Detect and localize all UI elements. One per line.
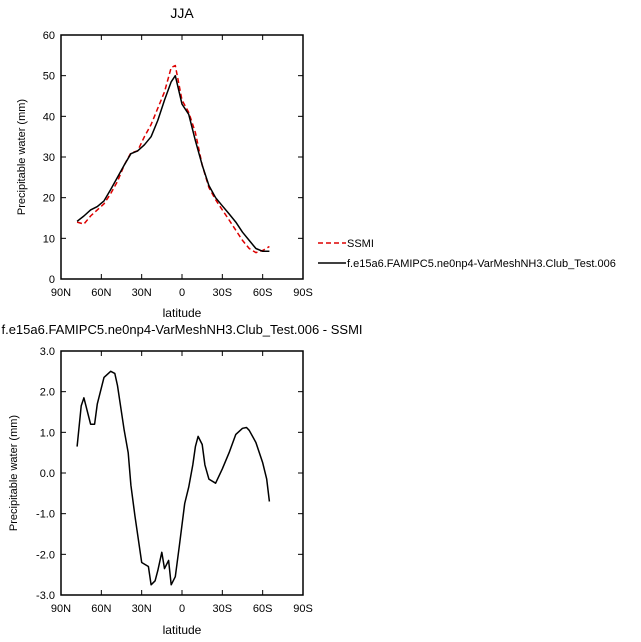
y-axis-label-bottom: Precipitable water (mm) <box>8 415 20 531</box>
x-axis-label-top: latitude <box>163 306 202 320</box>
y-tick-label: 10 <box>43 233 55 245</box>
y-axis-bottom: -3.0 -2.0 -1.0 0.0 1.0 2.0 3.0 <box>36 346 303 602</box>
x-tick-label: 90N <box>51 287 71 299</box>
x-tick-label: 30N <box>132 603 152 615</box>
y-tick-label: 3.0 <box>40 346 55 358</box>
plot-frame-bottom <box>60 350 304 596</box>
y-axis-top: 0 10 20 30 40 50 60 <box>43 30 303 286</box>
x-tick-label: 90N <box>51 603 71 615</box>
y-tick-label: 1.0 <box>40 427 55 439</box>
x-tick-label: 90S <box>293 287 313 299</box>
x-tick-label: 90S <box>293 603 313 615</box>
chart-title-top: JJA <box>170 5 194 21</box>
x-tick-label: 60S <box>253 287 273 299</box>
y-tick-label: 30 <box>43 152 55 164</box>
x-tick-label: 30N <box>132 287 152 299</box>
x-tick-label: 0 <box>179 603 185 615</box>
y-tick-label: 0 <box>49 274 55 286</box>
y-tick-label: 40 <box>43 111 55 123</box>
legend-label-model: f.e15a6.FAMIPC5.ne0np4-VarMeshNH3.Club_T… <box>347 258 616 270</box>
series-line-top-0 <box>76 64 270 254</box>
y-tick-label: 2.0 <box>40 387 55 399</box>
x-tick-label: 30S <box>213 287 233 299</box>
series-line-bottom-0 <box>76 370 271 586</box>
series-group-top <box>76 64 270 254</box>
x-axis-bottom: 90N 60N 30N 0 30S 60S 90S <box>51 351 313 615</box>
y-tick-label: -2.0 <box>36 549 55 561</box>
panel-top: JJA 90N 60N 30N 0 30S 60S 90S 0 10 20 30 40 50 60 la… <box>16 5 313 320</box>
x-tick-label: 30S <box>213 603 233 615</box>
y-tick-label: 20 <box>43 193 55 205</box>
series-group-bottom <box>76 370 271 586</box>
y-tick-label: 60 <box>43 30 55 42</box>
y-tick-label: 0.0 <box>40 468 55 480</box>
panel-bottom: f.e15a6.FAMIPC5.ne0np4-VarMeshNH3.Club_T… <box>1 322 362 637</box>
y-axis-label-top: Precipitable water (mm) <box>16 99 28 215</box>
y-tick-label: -3.0 <box>36 590 55 602</box>
legend: SSMI f.e15a6.FAMIPC5.ne0np4-VarMeshNH3.C… <box>318 238 616 270</box>
chart-title-bottom: f.e15a6.FAMIPC5.ne0np4-VarMeshNH3.Club_T… <box>1 322 362 337</box>
x-tick-label: 60S <box>253 603 273 615</box>
x-tick-label: 60N <box>91 603 111 615</box>
x-tick-label: 60N <box>91 287 111 299</box>
y-tick-label: 50 <box>43 71 55 83</box>
x-axis-top: 90N 60N 30N 0 30S 60S 90S <box>51 35 313 299</box>
series-line-top-1 <box>76 74 270 253</box>
x-tick-label: 0 <box>179 287 185 299</box>
plot-frame-top <box>60 34 304 280</box>
y-tick-label: -1.0 <box>36 509 55 521</box>
legend-label-ssmi: SSMI <box>347 238 374 250</box>
x-axis-label-bottom: latitude <box>163 623 202 637</box>
